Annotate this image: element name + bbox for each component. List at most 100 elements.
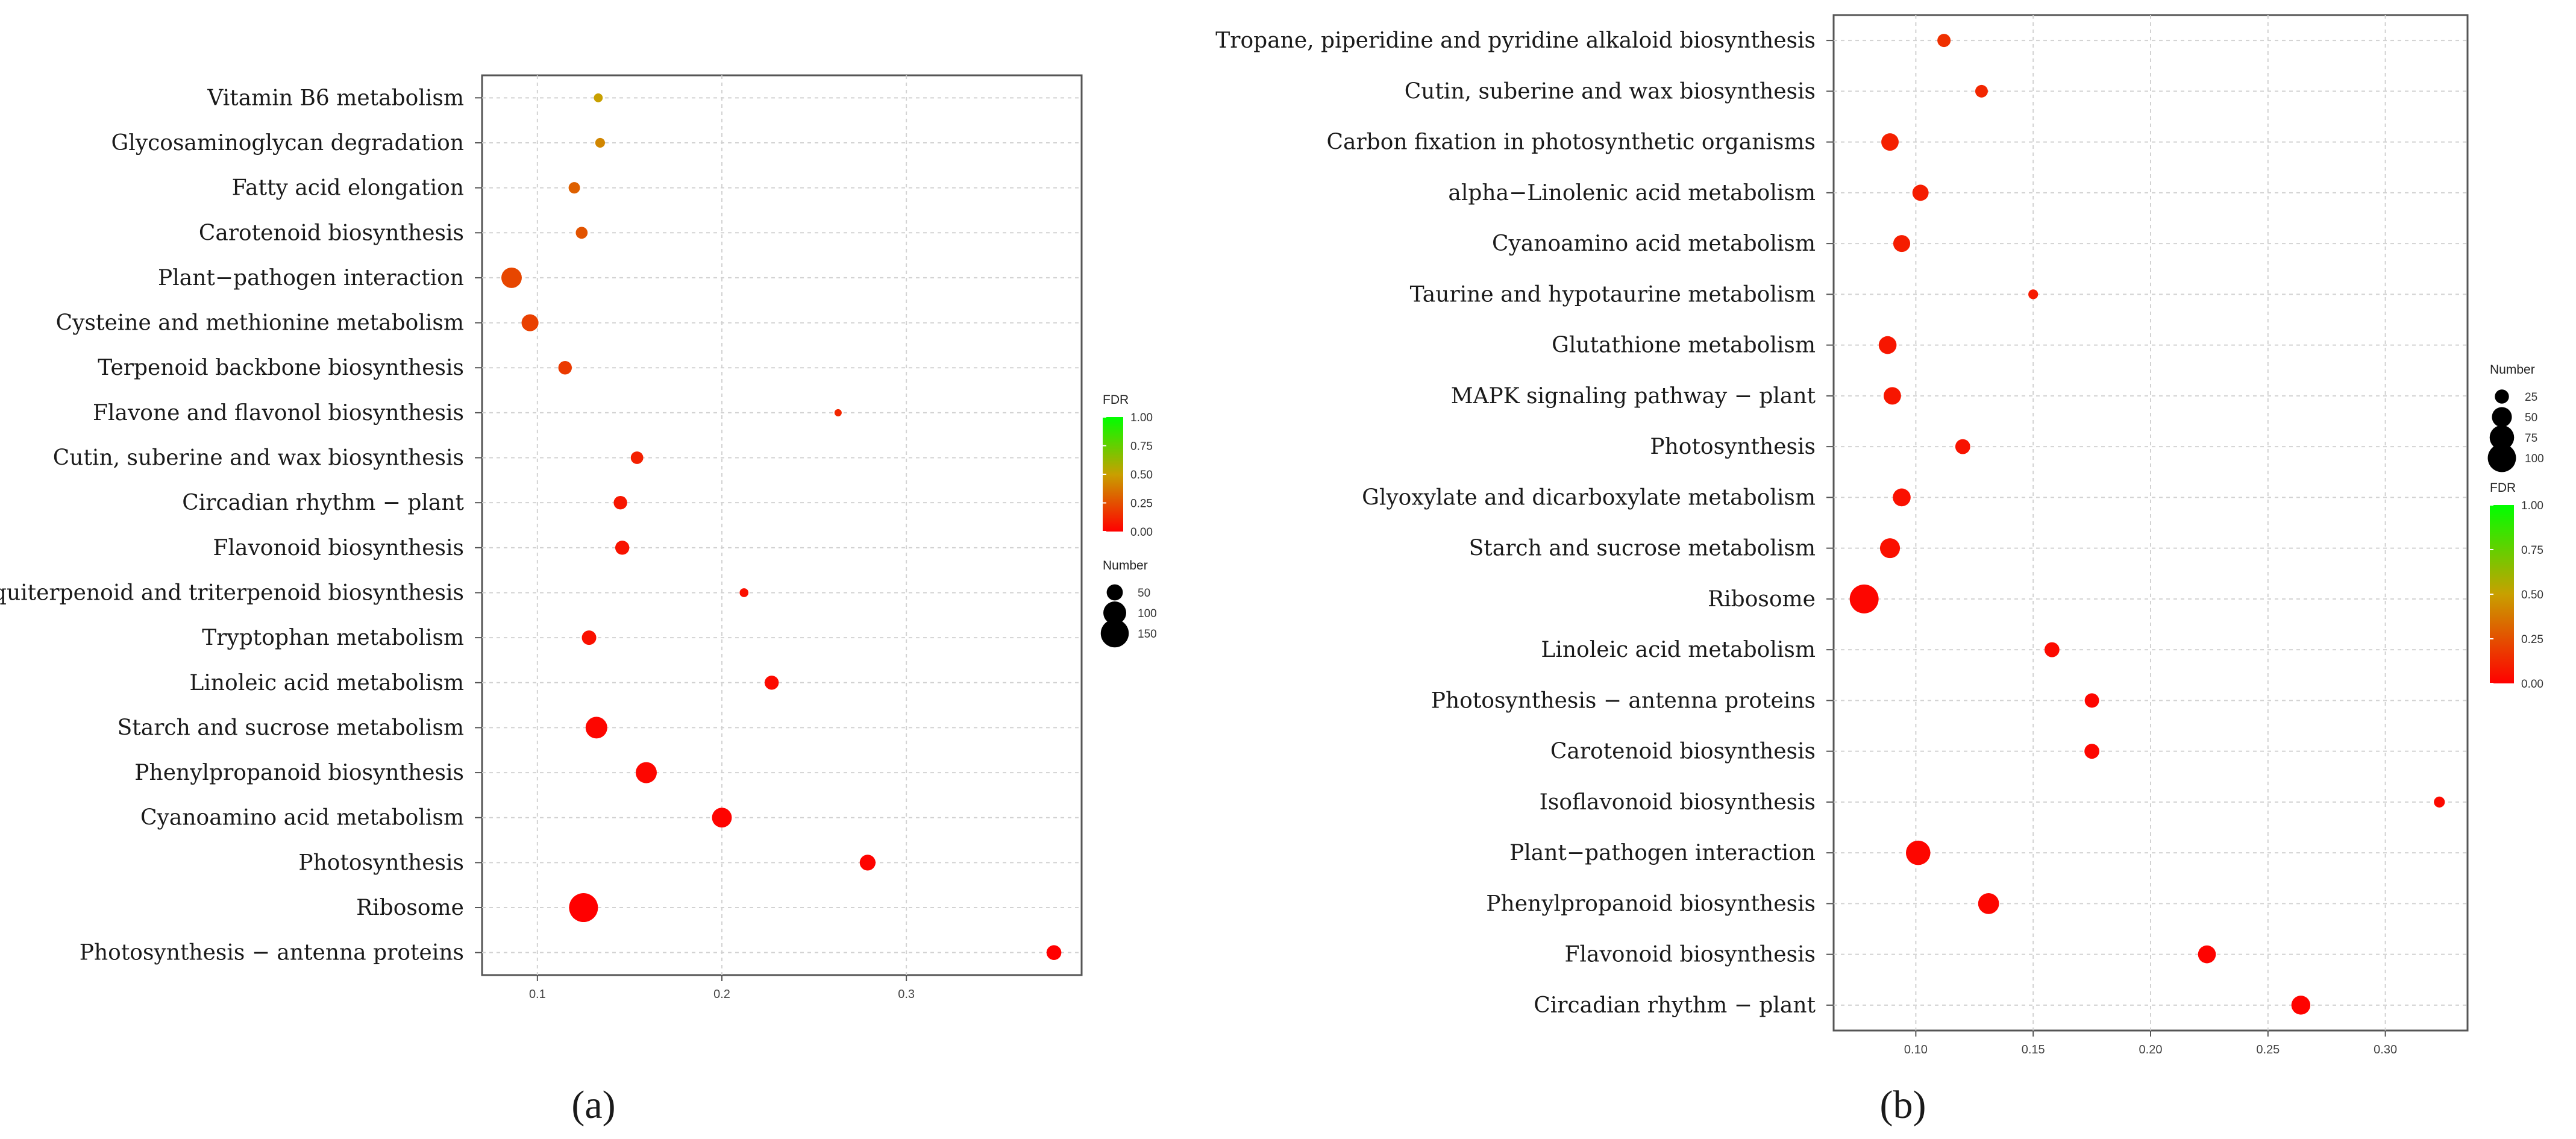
- pathway-label: Carotenoid biosynthesis: [1550, 739, 1816, 764]
- data-point: [1849, 584, 1879, 613]
- data-point: [594, 93, 603, 102]
- pathway-label: Vitamin B6 metabolism: [207, 86, 464, 110]
- data-point: [615, 541, 630, 555]
- x-tick-label: 0.20: [2139, 1043, 2163, 1056]
- data-point: [2044, 642, 2060, 657]
- pathway-label: Cyanoamino acid metabolism: [1492, 231, 1816, 256]
- fdr-tick-label: 0.25: [1130, 498, 1153, 510]
- fdr-tick-label: 0.25: [2521, 633, 2543, 646]
- data-point: [1046, 945, 1062, 960]
- pathway-label: alpha−Linolenic acid metabolism: [1448, 181, 1816, 206]
- number-legend-dot: [2495, 389, 2509, 404]
- data-point: [1893, 488, 1911, 507]
- data-point: [2434, 796, 2445, 808]
- pathway-label: Fatty acid elongation: [232, 176, 464, 201]
- fdr-tick-label: 0.75: [2521, 544, 2543, 557]
- pathway-label: Carotenoid biosynthesis: [199, 221, 464, 245]
- data-point: [2028, 289, 2039, 300]
- data-point: [834, 409, 842, 416]
- pathway-label: Phenylpropanoid biosynthesis: [134, 761, 464, 785]
- data-point: [581, 630, 597, 645]
- number-legend-label: 75: [2525, 432, 2537, 445]
- pathway-label: Flavone and flavonol biosynthesis: [93, 401, 464, 425]
- number-legend-dot: [2487, 444, 2516, 472]
- pathway-label: Cyanoamino acid metabolism: [140, 806, 464, 830]
- pathway-label: Linoleic acid metabolism: [1541, 638, 1816, 662]
- data-point: [2084, 693, 2099, 708]
- pathway-label: Carbon fixation in photosynthetic organi…: [1326, 130, 1816, 155]
- pathway-label: Photosynthesis: [298, 850, 464, 875]
- data-point: [1879, 538, 1901, 559]
- pathway-label: Ribosome: [356, 896, 464, 920]
- fdr-legend-title: FDR: [1103, 393, 1129, 407]
- pathway-label: Terpenoid backbone biosynthesis: [98, 356, 464, 380]
- fdr-colorbar: [2490, 505, 2514, 683]
- number-legend-label: 50: [2525, 412, 2537, 424]
- fdr-tick-label: 0.50: [1130, 469, 1153, 482]
- panel-a-chart: Vitamin B6 metabolism Glycosaminoglycan d…: [0, 74, 1157, 1001]
- fdr-legend-title: FDR: [2490, 481, 2516, 495]
- data-point: [764, 676, 779, 690]
- data-point: [595, 137, 605, 148]
- plot-frame: [481, 74, 1083, 976]
- pathway-label: Cysteine and methionine metabolism: [56, 311, 464, 336]
- data-point: [575, 227, 588, 239]
- pathway-label: Photosynthesis: [1650, 435, 1816, 459]
- x-tick-label: 0.30: [2374, 1043, 2397, 1056]
- number-legend-dot: [1100, 619, 1129, 648]
- data-point: [501, 267, 522, 288]
- number-legend-label: 25: [2525, 391, 2537, 404]
- pathway-label: Flavonoid biosynthesis: [1565, 943, 1816, 967]
- pathway-label: Photosynthesis − antenna proteins: [80, 941, 464, 965]
- fdr-tick-label: 0.00: [1130, 526, 1153, 539]
- number-legend-dot: [2489, 425, 2515, 450]
- x-tick-label: 0.25: [2256, 1043, 2280, 1056]
- number-legend-title: Number: [2490, 363, 2535, 377]
- pathway-label: Glycosaminoglycan degradation: [111, 131, 464, 155]
- fdr-tick-label: 0.00: [2521, 678, 2543, 691]
- data-point: [1905, 840, 1931, 865]
- number-legend-label: 100: [2525, 453, 2544, 465]
- pathway-label: Cutin, suberine and wax biosynthesis: [1405, 79, 1816, 104]
- pathway-label: Glutathione metabolism: [1552, 333, 1816, 358]
- data-point: [2084, 744, 2099, 759]
- data-point: [1893, 235, 1911, 253]
- x-tick-label: 0.2: [713, 988, 730, 1001]
- pathway-label: Sesquiterpenoid and triterpenoid biosynt…: [0, 580, 464, 605]
- data-point: [558, 361, 572, 375]
- data-point: [568, 182, 580, 194]
- data-point: [521, 314, 539, 331]
- pathway-label: Circadian rhythm − plant: [1534, 993, 1816, 1018]
- panel-a-label: (a): [571, 1083, 615, 1127]
- data-point: [1978, 893, 1999, 914]
- number-legend-dot: [1106, 584, 1123, 601]
- fdr-tick-label: 1.00: [2521, 500, 2543, 512]
- fdr-tick-label: 0.75: [1130, 441, 1153, 453]
- panel-b-chart: Tropane, piperidine and pyridine alkaloi…: [1215, 14, 2544, 1056]
- data-point: [585, 717, 607, 739]
- pathway-label: Tropane, piperidine and pyridine alkaloi…: [1215, 28, 1816, 53]
- data-point: [630, 451, 644, 464]
- fdr-tick-label: 0.50: [2521, 589, 2543, 601]
- number-legend-dot: [1103, 601, 1126, 624]
- data-point: [1937, 34, 1951, 48]
- pathway-label: Taurine and hypotaurine metabolism: [1410, 282, 1816, 307]
- data-point: [2198, 945, 2216, 964]
- data-point: [1881, 133, 1899, 151]
- data-point: [569, 893, 598, 923]
- pathway-label: Flavonoid biosynthesis: [213, 536, 464, 560]
- pathway-label: Tryptophan metabolism: [202, 626, 464, 650]
- panel-b-label: (b): [1880, 1083, 1926, 1127]
- number-legend-label: 150: [1138, 628, 1157, 641]
- data-point: [635, 762, 657, 783]
- data-point: [712, 808, 732, 828]
- number-legend-dot: [2492, 407, 2512, 427]
- number-legend-label: 50: [1138, 587, 1150, 600]
- data-point: [1883, 387, 1901, 405]
- pathway-label: MAPK signaling pathway − plant: [1451, 384, 1816, 409]
- data-point: [1975, 84, 1988, 98]
- data-point: [613, 495, 627, 510]
- pathway-label: Plant−pathogen interaction: [1509, 841, 1816, 865]
- data-point: [1955, 439, 1970, 454]
- data-point: [859, 855, 876, 871]
